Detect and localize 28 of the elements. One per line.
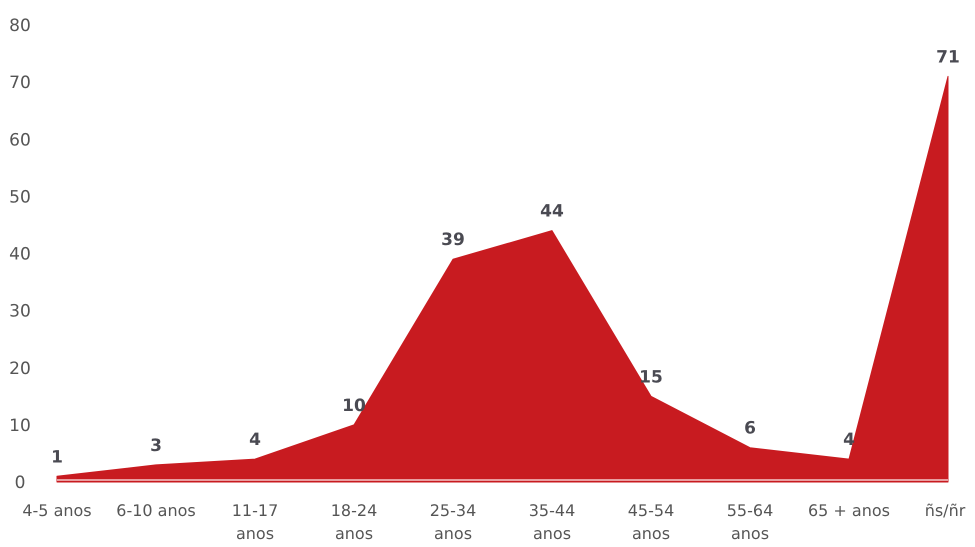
y-tick-label: 10 <box>9 416 31 436</box>
data-label: 15 <box>639 367 663 388</box>
data-label: 4 <box>249 430 262 450</box>
data-label: 6 <box>744 418 756 439</box>
x-tick-label: 65 + anos <box>808 501 890 520</box>
x-tick-label: 6-10 anos <box>116 501 196 520</box>
y-tick-label: 20 <box>9 358 31 379</box>
y-tick-label: 50 <box>9 187 31 208</box>
y-tick-label: 60 <box>9 130 31 150</box>
data-label: 1 <box>51 447 63 468</box>
data-label: 71 <box>936 47 960 68</box>
data-label: 44 <box>540 202 564 222</box>
data-label: 10 <box>342 396 366 416</box>
x-tick-label: 35-44 anos <box>528 501 576 543</box>
y-tick-label: 30 <box>9 302 31 322</box>
data-label: 39 <box>441 230 465 250</box>
x-tick-label: ñs/ñr <box>924 501 966 520</box>
x-tick-label: 4-5 anos <box>22 501 92 520</box>
data-label: 3 <box>150 436 162 456</box>
x-tick-label: 45-54 anos <box>628 501 674 543</box>
y-tick-label: 0 <box>14 473 26 493</box>
x-tick-label: 55-64 anos <box>726 501 774 543</box>
x-tick-label: 18-24 anos <box>330 501 378 543</box>
y-tick-label: 40 <box>9 244 31 264</box>
x-tick-label: 25-34 anos <box>430 501 476 543</box>
y-tick-label: 80 <box>9 16 31 36</box>
y-tick-label: 70 <box>9 73 31 94</box>
x-tick-label: 11-17 anos <box>232 501 278 543</box>
